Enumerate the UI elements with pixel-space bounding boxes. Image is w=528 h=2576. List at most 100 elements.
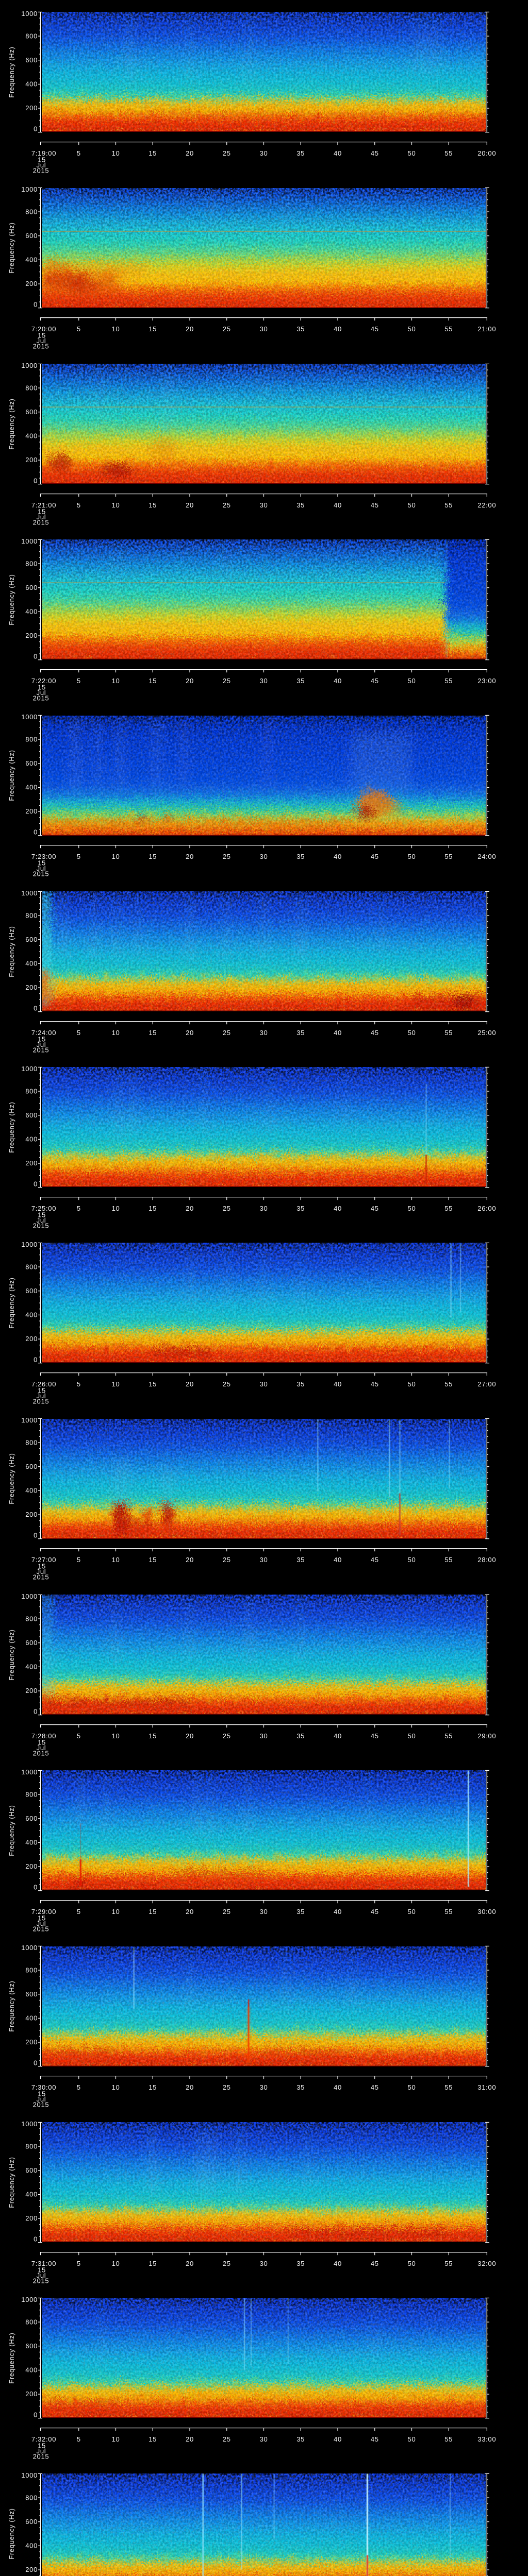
svg-text:200: 200 [25,1862,38,1870]
svg-text:Frequency (Hz): Frequency (Hz) [8,2508,15,2559]
svg-text:Frequency (Hz): Frequency (Hz) [8,398,15,449]
svg-text:1000: 1000 [21,1768,38,1776]
svg-text:600: 600 [25,584,38,591]
svg-text:200: 200 [25,1687,38,1694]
svg-text:10: 10 [112,1908,120,1916]
svg-text:7:32:00: 7:32:00 [31,2435,56,2443]
svg-text:Frequency (Hz): Frequency (Hz) [8,1805,15,1856]
svg-text:200: 200 [25,984,38,991]
svg-text:200: 200 [25,280,38,287]
svg-text:55: 55 [444,2083,453,2091]
svg-text:7:19:00: 7:19:00 [31,149,56,157]
svg-text:1000: 1000 [21,1944,38,1952]
svg-text:200: 200 [25,1335,38,1343]
svg-text:7:21:00: 7:21:00 [31,501,56,509]
svg-text:15: 15 [148,2435,157,2443]
svg-text:800: 800 [25,384,38,392]
svg-text:55: 55 [444,1556,453,1564]
svg-text:1000: 1000 [21,1065,38,1073]
svg-text:600: 600 [25,759,38,767]
svg-text:40: 40 [334,1732,342,1740]
svg-text:45: 45 [371,1205,379,1212]
svg-text:7:23:00: 7:23:00 [31,853,56,860]
svg-text:45: 45 [371,149,379,157]
svg-text:800: 800 [25,2494,38,2501]
svg-text:Frequency (Hz): Frequency (Hz) [8,750,15,801]
svg-text:15: 15 [148,677,157,685]
svg-text:35: 35 [296,1732,305,1740]
svg-text:0: 0 [34,1707,38,1715]
svg-text:15: 15 [148,1908,157,1916]
svg-text:0: 0 [34,1004,38,1012]
svg-text:35: 35 [296,1205,305,1212]
svg-text:20: 20 [186,2435,194,2443]
svg-text:2015: 2015 [33,2277,50,2284]
svg-text:35: 35 [296,325,305,333]
svg-text:Jul: Jul [37,1744,46,1752]
svg-text:20: 20 [186,2260,194,2267]
svg-text:15: 15 [38,1914,46,1922]
svg-text:25: 25 [223,677,231,685]
svg-text:2015: 2015 [33,2452,50,2460]
svg-text:30: 30 [260,853,268,860]
svg-text:400: 400 [25,959,38,967]
svg-text:1000: 1000 [21,713,38,721]
svg-text:15: 15 [38,1035,46,1043]
svg-text:45: 45 [371,2435,379,2443]
svg-text:25: 25 [223,501,231,509]
svg-text:Frequency (Hz): Frequency (Hz) [8,1629,15,1680]
svg-text:10: 10 [112,2083,120,2091]
svg-text:30:00: 30:00 [477,1908,496,1916]
svg-text:40: 40 [334,1908,342,1916]
svg-text:0: 0 [34,2411,38,2418]
svg-text:30: 30 [260,1380,268,1388]
svg-text:15: 15 [38,1211,46,1218]
svg-text:600: 600 [25,232,38,240]
svg-text:5: 5 [77,1380,81,1388]
svg-text:1000: 1000 [21,1592,38,1600]
svg-text:400: 400 [25,1663,38,1670]
svg-text:400: 400 [25,80,38,88]
svg-text:Frequency (Hz): Frequency (Hz) [8,574,15,625]
svg-text:200: 200 [25,2390,38,2398]
svg-text:27:00: 27:00 [477,1380,496,1388]
svg-text:5: 5 [77,2260,81,2267]
svg-text:15: 15 [148,1029,157,1037]
svg-text:28:00: 28:00 [477,1556,496,1564]
svg-text:40: 40 [334,1205,342,1212]
svg-text:400: 400 [25,607,38,615]
svg-text:55: 55 [444,677,453,685]
svg-text:Jul: Jul [37,2272,46,2279]
svg-text:25: 25 [223,1732,231,1740]
svg-text:7:29:00: 7:29:00 [31,1908,56,1916]
svg-text:200: 200 [25,2214,38,2222]
svg-text:Frequency (Hz): Frequency (Hz) [8,46,15,97]
svg-text:30: 30 [260,149,268,157]
svg-text:600: 600 [25,2166,38,2174]
svg-text:400: 400 [25,2542,38,2550]
svg-text:40: 40 [334,2260,342,2267]
svg-text:40: 40 [334,1029,342,1037]
svg-text:45: 45 [371,501,379,509]
svg-text:200: 200 [25,632,38,639]
svg-text:20: 20 [186,149,194,157]
svg-text:40: 40 [334,501,342,509]
svg-text:Frequency (Hz): Frequency (Hz) [8,1101,15,1153]
svg-text:0: 0 [34,2059,38,2067]
svg-text:15: 15 [38,2442,46,2449]
svg-text:29:00: 29:00 [477,1732,496,1740]
svg-text:2015: 2015 [33,1046,50,1054]
svg-text:1000: 1000 [21,2120,38,2128]
svg-text:55: 55 [444,1380,453,1388]
svg-text:50: 50 [408,1029,416,1037]
svg-text:33:00: 33:00 [477,2435,496,2443]
svg-text:5: 5 [77,149,81,157]
svg-text:50: 50 [408,853,416,860]
svg-text:800: 800 [25,735,38,743]
svg-text:7:26:00: 7:26:00 [31,1380,56,1388]
svg-text:7:20:00: 7:20:00 [31,325,56,333]
svg-text:50: 50 [408,1380,416,1388]
svg-text:45: 45 [371,2083,379,2091]
svg-text:Jul: Jul [37,2095,46,2103]
svg-text:55: 55 [444,149,453,157]
